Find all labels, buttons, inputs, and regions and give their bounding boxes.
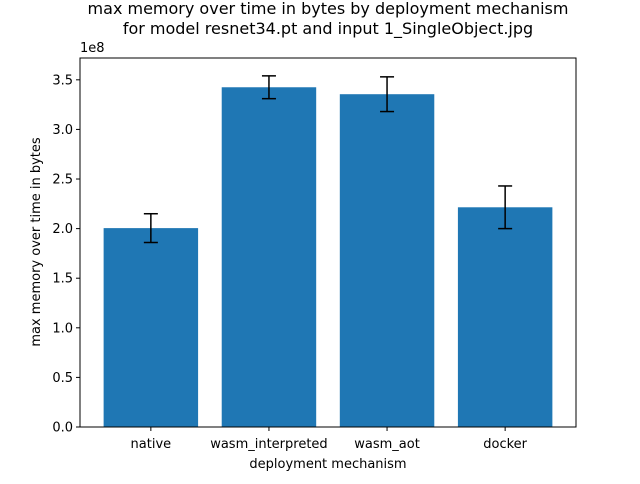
- x-tick-label-docker: docker: [483, 437, 527, 452]
- error-bar-wasm_aot: [380, 76, 395, 113]
- y-tick-label: 2.0: [52, 222, 73, 237]
- bar-docker: [457, 207, 553, 427]
- error-bars-layer: [143, 75, 513, 244]
- y-tick-label: 1.5: [52, 272, 73, 287]
- y-tick-label: 0.0: [52, 421, 73, 436]
- bar-wasm_interpreted: [221, 87, 317, 428]
- y-axis: 0.0 0.5 1.0 1.5 2.0 2.5 3.0 3.5: [52, 73, 80, 436]
- y-tick-label: 2.5: [52, 173, 73, 188]
- x-axis: native wasm_interpreted wasm_aot docker: [131, 427, 528, 452]
- y-tick-label: 3.0: [52, 123, 73, 138]
- bar-native: [103, 228, 199, 427]
- x-tick-label-wasm_aot: wasm_aot: [354, 437, 420, 452]
- chart-title: max memory over time in bytes by deploym…: [88, 0, 569, 18]
- bars-layer: [103, 87, 553, 428]
- x-axis-label: deployment mechanism: [249, 457, 406, 472]
- plot-frame: [79, 57, 577, 428]
- y-tick-label: 3.5: [52, 73, 73, 88]
- x-tick-label-native: native: [131, 437, 172, 452]
- y-tick-label: 0.5: [52, 371, 73, 386]
- y-scale-offset-label: 1e8: [80, 41, 105, 56]
- x-tick-label-wasm_interpreted: wasm_interpreted: [210, 437, 327, 452]
- error-bar-docker: [498, 185, 513, 230]
- error-bar-wasm_interpreted: [261, 75, 276, 100]
- error-bar-native: [143, 212, 158, 244]
- y-tick-label: 1.0: [52, 321, 73, 336]
- y-axis-label: max memory over time in bytes: [29, 137, 44, 347]
- chart-subtitle: for model resnet34.pt and input 1_Single…: [123, 19, 533, 39]
- bar-wasm_aot: [339, 94, 435, 428]
